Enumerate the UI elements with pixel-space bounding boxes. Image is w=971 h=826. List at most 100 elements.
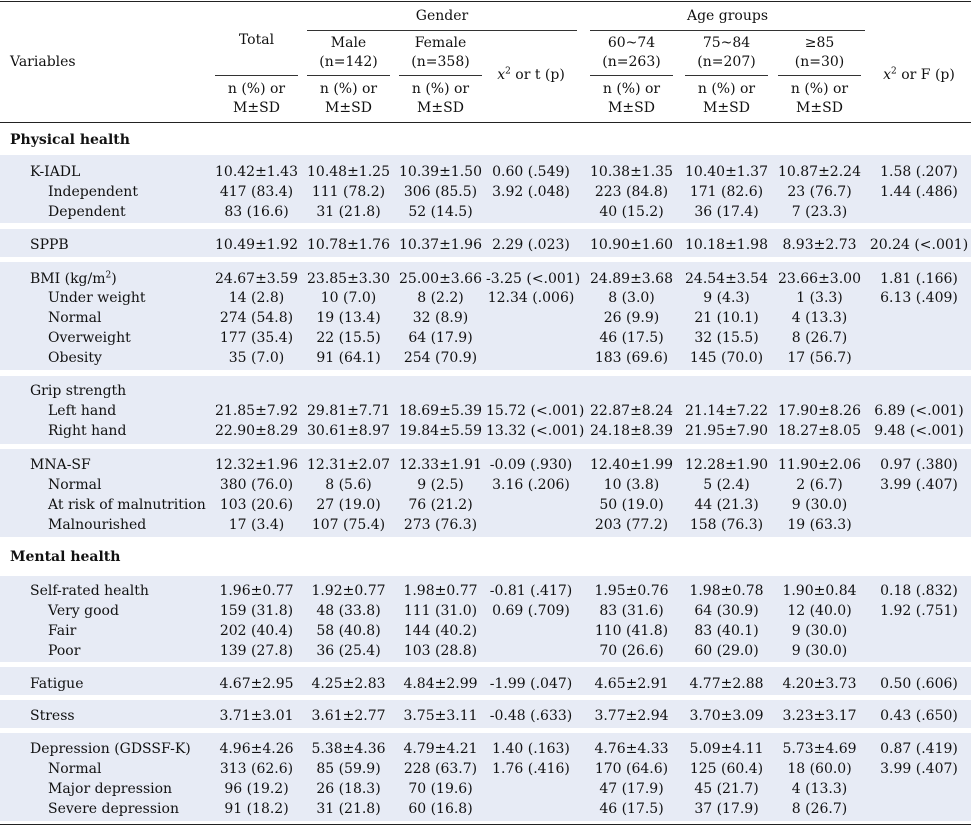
- cell-a1: 50 (19.0): [599, 497, 664, 513]
- cell-a3: 23.66±3.00: [778, 271, 861, 287]
- cell-a1: 223 (84.8): [594, 184, 669, 200]
- gender-rule: [307, 30, 577, 31]
- header-age2: 75~84: [702, 35, 751, 51]
- cell-a1: 26 (9.9): [603, 310, 660, 326]
- unit-age3-2: M±SD: [796, 100, 843, 116]
- cell-total: 24.67±3.59: [215, 271, 298, 287]
- cell-a3: 23 (76.7): [787, 184, 852, 200]
- band-selfrated: [0, 576, 971, 662]
- unit-male-2: M±SD: [325, 100, 372, 116]
- header-age2-n: (n=207): [697, 54, 756, 70]
- row-label: Left hand: [48, 403, 117, 419]
- cell-female: 18.69±5.39: [399, 403, 482, 419]
- cell-a1: 24.18±8.39: [590, 423, 673, 439]
- row-label: Stress: [30, 708, 75, 724]
- cell-a1: 10 (3.8): [603, 477, 660, 493]
- cell-a3: 3.23±3.17: [782, 708, 857, 724]
- unit-age1-1: n (%) or: [602, 81, 661, 97]
- cell-test1: -0.48 (.633): [489, 708, 573, 724]
- cell-test1: 12.34 (.006): [487, 290, 575, 306]
- unit-rule-male: [307, 75, 390, 76]
- cell-male: 31 (21.8): [316, 204, 381, 220]
- cell-total: 4.96±4.26: [219, 741, 294, 757]
- cell-total: 177 (35.4): [219, 330, 294, 346]
- cell-a3: 8 (26.7): [791, 801, 848, 817]
- cell-test1: 0.60 (.549): [492, 164, 570, 180]
- unit-age3-1: n (%) or: [790, 81, 849, 97]
- row-label: Obesity: [48, 350, 102, 366]
- cell-male: 31 (21.8): [316, 801, 381, 817]
- cell-test1: -1.99 (.047): [489, 676, 573, 692]
- chi-symbol: x: [883, 67, 892, 83]
- cell-a2: 21.95±7.90: [685, 423, 768, 439]
- unit-rule-female: [399, 75, 482, 76]
- cell-female: 10.39±1.50: [399, 164, 482, 180]
- cell-a2: 83 (40.1): [694, 623, 759, 639]
- cell-total: 4.67±2.95: [219, 676, 294, 692]
- cell-male: 5.38±4.36: [311, 741, 386, 757]
- header-variables: Variables: [10, 54, 76, 70]
- cell-test1: 1.76 (.416): [492, 761, 570, 777]
- cell-test1: 13.32 (<.001): [486, 423, 585, 439]
- cell-test2: 0.50 (.606): [880, 676, 958, 692]
- cell-female: 64 (17.9): [408, 330, 473, 346]
- cell-a1: 4.65±2.91: [594, 676, 669, 692]
- band-depression: [0, 733, 971, 821]
- cell-a3: 4 (13.3): [791, 781, 848, 797]
- cell-male: 107 (75.4): [311, 517, 386, 533]
- chi-symbol: x: [497, 67, 506, 83]
- cell-a3: 17.90±8.26: [778, 403, 861, 419]
- row-label: Independent: [48, 184, 138, 200]
- cell-a1: 170 (64.6): [594, 761, 669, 777]
- cell-a1: 46 (17.5): [599, 801, 664, 817]
- section-physical-health: Physical health: [10, 132, 130, 148]
- cell-total: 139 (27.8): [219, 643, 294, 659]
- band-stress: [0, 700, 971, 728]
- cell-a1: 8 (3.0): [608, 290, 655, 306]
- cell-test2: 6.13 (.409): [880, 290, 958, 306]
- band-grip: [0, 376, 971, 444]
- header-male: Male: [330, 35, 367, 51]
- cell-total: 14 (2.8): [228, 290, 285, 306]
- cell-test2: 1.81 (.166): [880, 271, 958, 287]
- unit-age1-2: M±SD: [608, 100, 655, 116]
- unit-age2-2: M±SD: [703, 100, 750, 116]
- chi-sup: 2: [505, 66, 511, 77]
- cell-a3: 5.73±4.69: [782, 741, 857, 757]
- unit-rule-age2: [685, 75, 768, 76]
- row-label: MNA-SF: [30, 457, 91, 473]
- header-female: Female: [414, 35, 467, 51]
- cell-female: 228 (63.7): [403, 761, 478, 777]
- cell-total: 202 (40.4): [219, 623, 294, 639]
- cell-a1: 10.38±1.35: [590, 164, 673, 180]
- header-age-groups: Age groups: [686, 8, 769, 24]
- cell-test2: 1.92 (.751): [880, 603, 958, 619]
- cell-a1: 47 (17.9): [599, 781, 664, 797]
- band-fatigue: [0, 667, 971, 695]
- header-age3-n: (n=30): [794, 54, 845, 70]
- cell-total: 1.96±0.77: [219, 583, 294, 599]
- cell-test2: 9.48 (<.001): [874, 423, 964, 439]
- row-label: Dependent: [48, 204, 126, 220]
- band-mna: [0, 449, 971, 537]
- row-label: Normal: [48, 761, 102, 777]
- cell-test1: -0.81 (.417): [489, 583, 573, 599]
- row-label: Fatigue: [30, 676, 84, 692]
- row-label: Very good: [48, 603, 119, 619]
- cell-female: 8 (2.2): [417, 290, 464, 306]
- cell-a2: 44 (21.3): [694, 497, 759, 513]
- section-mental-health: Mental health: [10, 549, 121, 565]
- cell-male: 26 (18.3): [316, 781, 381, 797]
- cell-a2: 21.14±7.22: [685, 403, 768, 419]
- cell-total: 380 (76.0): [219, 477, 294, 493]
- cell-a3: 1.90±0.84: [782, 583, 857, 599]
- cell-total: 12.32±1.96: [215, 457, 298, 473]
- cell-male: 36 (25.4): [316, 643, 381, 659]
- cell-a1: 40 (15.2): [599, 204, 664, 220]
- cell-a3: 8 (26.7): [791, 330, 848, 346]
- cell-a1: 183 (69.6): [594, 350, 669, 366]
- cell-test2: 0.43 (.650): [880, 708, 958, 724]
- cell-female: 144 (40.2): [403, 623, 478, 639]
- band-kiadl: [0, 155, 971, 223]
- cell-a3: 18.27±8.05: [778, 423, 861, 439]
